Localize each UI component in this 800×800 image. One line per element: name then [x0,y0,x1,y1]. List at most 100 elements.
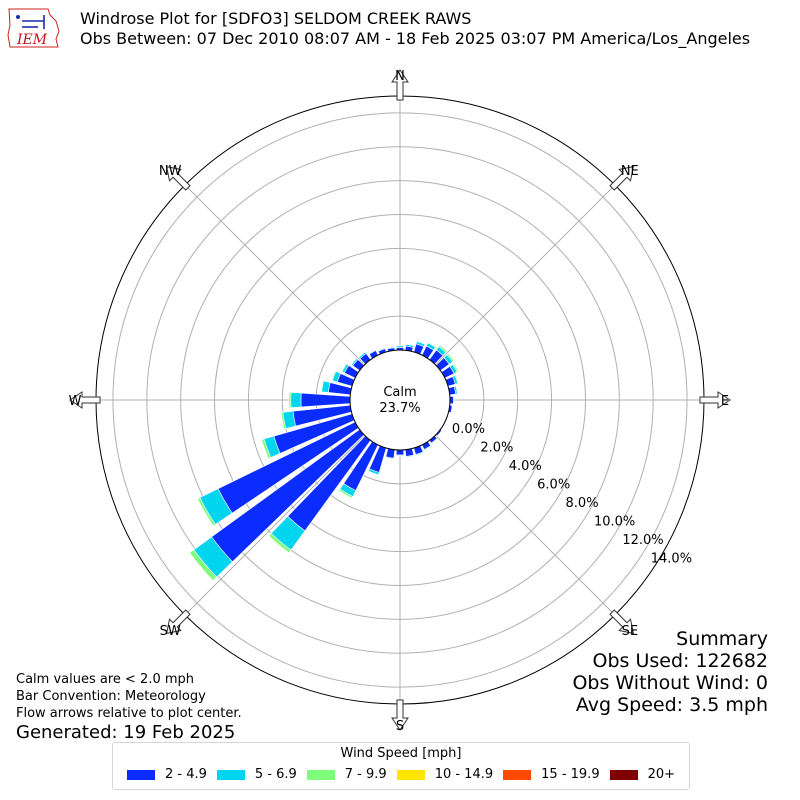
radial-tick-label: 0.0% [452,422,485,437]
title-line-2: Obs Between: 07 Dec 2010 08:07 AM - 18 F… [80,29,751,48]
bar-30-7-9-9 [427,341,437,348]
bar-0-5-6-9 [395,345,405,348]
bar-170-5-6-9 [405,454,415,458]
flow-arrow-n [391,69,409,101]
legend: Wind Speed [mph] 2 - 4.9 5 - 6.9 7 - 9.9 10… [112,742,690,790]
bar-270-7-9-9 [288,391,292,409]
bar-80-5-6-9 [453,385,458,395]
direction-label-ne: NE [621,164,639,179]
bar-130-5-6-9 [436,429,443,437]
bar-100-5-6-9 [450,405,453,414]
flow-arrow-w [69,391,101,409]
bar-70-7-9-9 [454,374,460,384]
direction-label-nw: NW [159,164,182,179]
flow-arrow-sw [166,609,191,634]
direction-label-e: E [721,394,729,409]
radial-tick-label: 12.0% [622,533,663,548]
bars-layer [189,340,460,582]
legend-label: 5 - 6.9 [254,767,297,782]
direction-label-w: W [69,394,82,409]
legend-label: 2 - 4.9 [164,767,207,782]
bar-310-7-9-9 [350,357,358,366]
flow-arrow-nw [166,166,191,191]
title-line-1: Windrose Plot for [SDFO3] SELDOM CREEK R… [80,9,472,28]
flow-arrow-s [391,699,409,731]
legend-title: Wind Speed [mph] [340,746,462,761]
direction-label-s: S [396,719,404,734]
bar-40-7-9-9 [438,344,448,353]
summary-title: Summary [676,628,768,650]
bar-290-7-9-9 [331,370,337,381]
bar-330-5-6-9 [368,349,377,355]
bar-200-7-9-9 [367,470,379,476]
bar-270-2-4-9 [300,392,351,408]
summary-block: Summary Obs Used: 122682 Obs Without Win… [572,628,768,716]
legend-label: 7 - 9.9 [344,767,387,782]
bar-230-7-9-9 [189,549,218,582]
legend-swatch [609,769,638,780]
grid-spoke [435,435,616,616]
bar-180-5-6-9 [395,454,405,457]
legend-label: 15 - 19.9 [541,767,600,782]
calm-label: Calm [383,385,416,400]
bar-350-5-6-9 [386,346,395,350]
iem-logo: IEM [7,8,60,48]
avg-speed: Avg Speed: 3.5 mph [575,694,768,716]
flow-arrows-note: Flow arrows relative to plot center. [16,706,242,721]
obs-used: Obs Used: 122682 [592,650,768,672]
legend-swatch [306,769,335,780]
bar-260-7-9-9 [280,411,287,430]
bar-60-7-9-9 [452,363,459,373]
legend-item-10-14-9: 10 - 14.9 [396,767,494,782]
bar-190-5-6-9 [385,456,395,460]
flow-arrow-se [609,609,634,634]
radial-tick-label: 10.0% [594,514,635,529]
bar-320-7-9-9 [358,351,366,358]
bar-150-5-6-9 [423,445,432,451]
bar-280-7-9-9 [320,380,324,393]
obs-without-wind: Obs Without Wind: 0 [572,672,768,694]
direction-label-se: SE [622,624,638,639]
legend-swatch [396,769,425,780]
flow-arrow-ne [609,166,634,191]
generated-date: Generated: 19 Feb 2025 [16,722,236,743]
bar-140-5-6-9 [430,437,438,444]
calm-value: 23.7% [379,401,420,416]
flow-arrow-e [699,391,731,409]
chart-title: Windrose Plot for [SDFO3] SELDOM CREEK R… [80,9,750,49]
bar-convention-note: Bar Convention: Meteorology [16,689,206,704]
legend-swatch [126,769,155,780]
bar-240-7-9-9 [197,497,216,527]
radial-tick-label: 8.0% [566,496,599,511]
bar-340-5-6-9 [377,347,386,352]
legend-item-15-19-9: 15 - 19.9 [503,767,600,782]
radial-tick-label: 6.0% [537,478,570,493]
bar-10-5-6-9 [405,344,414,348]
legend-item-5-6-9: 5 - 6.9 [216,767,297,782]
legend-item-20: 20+ [609,767,676,782]
bar-220-7-9-9 [268,532,292,554]
bar-210-7-9-9 [338,488,354,499]
legend-label: 10 - 14.9 [434,767,494,782]
bar-20-7-9-9 [416,340,426,345]
notes-block: Calm values are < 2.0 mph Bar Convention… [16,671,242,744]
bar-50-7-9-9 [446,353,455,363]
direction-label-n: N [395,69,405,84]
logo-text: IEM [16,32,48,48]
calm-circle [349,349,451,451]
bar-90-5-6-9 [452,395,455,405]
legend-items: 2 - 4.9 5 - 6.9 7 - 9.9 10 - 14.9 15 - 19.9 2… [113,767,689,782]
legend-item-7-9-9: 7 - 9.9 [306,767,387,782]
grid-spoke [184,184,365,365]
radial-tick-label: 14.0% [651,551,692,566]
radial-tick-labels: 0.0% 2.0% 4.0% 6.0% 8.0% 10.0% 12.0% 14.0% [452,422,692,566]
direction-label-sw: SW [160,624,181,639]
grid-spoke [184,435,365,616]
grid-spoke [435,184,616,365]
flow-arrows [69,69,731,731]
legend-label: 20+ [647,767,676,782]
legend-swatch [503,769,532,780]
bar-250-7-9-9 [261,438,272,459]
calm-note: Calm values are < 2.0 mph [16,672,195,687]
